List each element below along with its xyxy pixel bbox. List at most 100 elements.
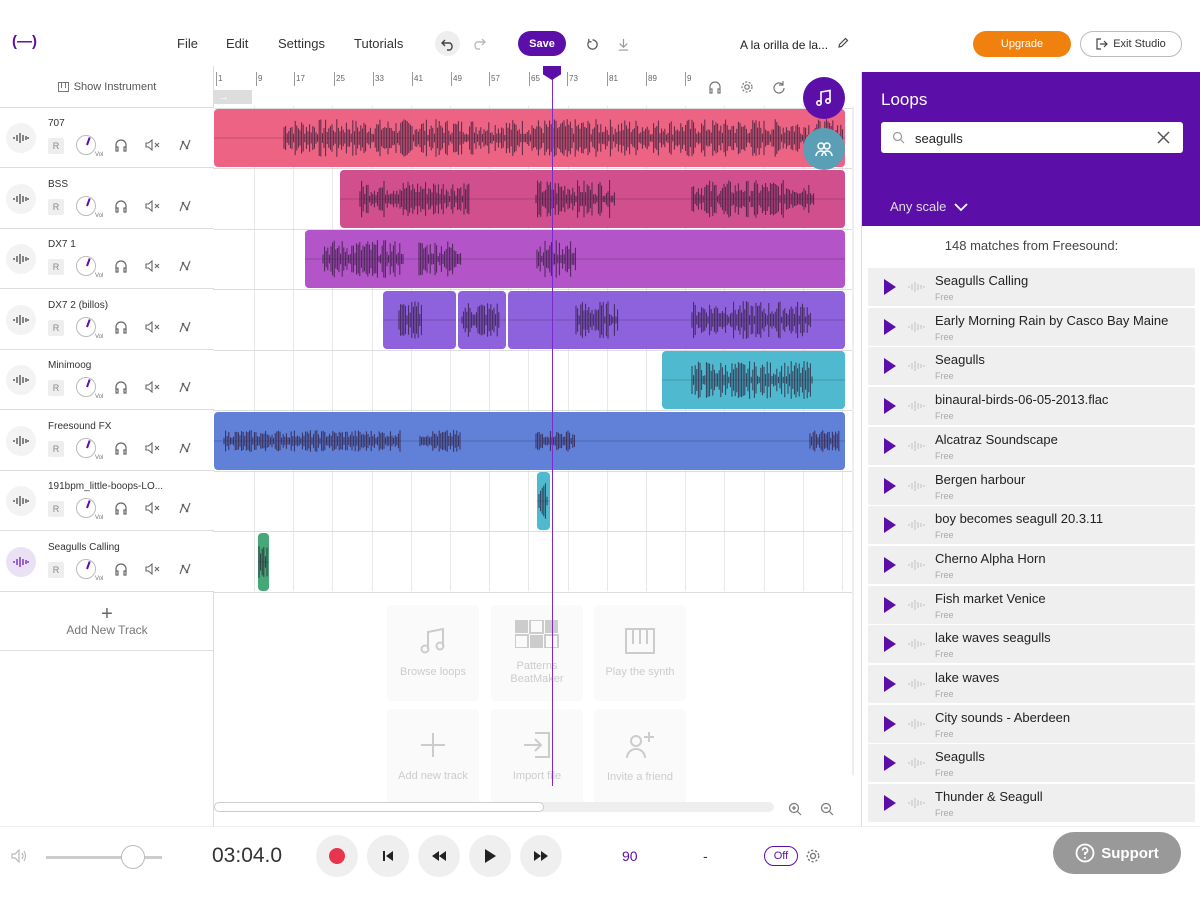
vertical-scrollbar[interactable] bbox=[852, 106, 854, 776]
audio-clip[interactable] bbox=[214, 411, 845, 470]
track-row[interactable]: Minimoog R Vol bbox=[0, 350, 214, 410]
record-arm-button[interactable]: R bbox=[48, 319, 64, 336]
automation-icon[interactable] bbox=[176, 197, 194, 215]
mute-icon[interactable] bbox=[144, 499, 162, 517]
track-name[interactable]: BSS bbox=[48, 178, 69, 190]
play-icon[interactable] bbox=[884, 398, 896, 415]
mute-icon[interactable] bbox=[144, 318, 162, 336]
loop-result-item[interactable]: Seagulls Free bbox=[868, 347, 1195, 386]
metronome-toggle[interactable]: Off bbox=[764, 846, 798, 866]
volume-knob[interactable] bbox=[76, 558, 96, 579]
play-icon[interactable] bbox=[884, 318, 896, 335]
waveform-icon[interactable] bbox=[6, 183, 36, 214]
browse-loops-tile[interactable]: Browse loops bbox=[387, 605, 479, 701]
loop-region-marker[interactable]: → bbox=[214, 90, 252, 104]
show-instrument-button[interactable]: Show Instrument bbox=[0, 66, 214, 108]
add-track-tile[interactable]: Add new track bbox=[387, 709, 479, 805]
master-volume-slider[interactable] bbox=[46, 856, 162, 859]
track-row[interactable]: 707 R Vol bbox=[0, 108, 214, 168]
clear-search-icon[interactable] bbox=[1157, 131, 1170, 144]
fast-forward-button[interactable] bbox=[520, 835, 562, 877]
add-new-track-button[interactable]: + Add New Track bbox=[0, 591, 214, 651]
mute-icon[interactable] bbox=[144, 560, 162, 578]
play-icon[interactable] bbox=[884, 715, 896, 732]
import-file-tile[interactable]: Import file bbox=[491, 709, 583, 805]
play-icon[interactable] bbox=[884, 755, 896, 772]
volume-knob[interactable] bbox=[76, 377, 96, 397]
mute-icon[interactable] bbox=[144, 197, 162, 215]
track-name[interactable]: 707 bbox=[48, 118, 65, 129]
waveform-icon[interactable] bbox=[6, 365, 36, 395]
waveform-icon[interactable] bbox=[6, 425, 36, 456]
automation-icon[interactable] bbox=[176, 439, 194, 457]
master-volume-thumb[interactable] bbox=[121, 845, 145, 869]
volume-knob[interactable] bbox=[76, 437, 96, 458]
loop-result-name[interactable]: boy becomes seagull 20.3.11 bbox=[935, 511, 1104, 527]
waveform-icon[interactable] bbox=[6, 304, 36, 335]
automation-icon[interactable] bbox=[176, 318, 194, 336]
record-arm-button[interactable]: R bbox=[48, 198, 64, 215]
beatmaker-tile[interactable]: Patterns BeatMaker bbox=[491, 605, 583, 701]
mute-icon[interactable] bbox=[144, 136, 162, 154]
waveform-icon[interactable] bbox=[6, 486, 36, 516]
play-icon[interactable] bbox=[884, 596, 896, 613]
volume-knob[interactable] bbox=[76, 498, 96, 518]
play-icon[interactable] bbox=[884, 795, 896, 812]
record-arm-button[interactable]: R bbox=[48, 561, 64, 578]
audio-clip[interactable] bbox=[508, 290, 845, 349]
loop-result-item[interactable]: Seagulls Free bbox=[868, 744, 1195, 783]
play-icon[interactable] bbox=[884, 517, 896, 534]
audio-clip[interactable] bbox=[662, 351, 845, 409]
track-row[interactable]: Freesound FX R Vol bbox=[0, 410, 214, 471]
loop-result-item[interactable]: lake waves seagulls Free bbox=[868, 625, 1195, 664]
menu-edit[interactable]: Edit bbox=[226, 36, 249, 51]
download-icon[interactable] bbox=[614, 35, 632, 53]
loop-result-item[interactable]: Cherno Alpha Horn Free bbox=[868, 545, 1195, 584]
horizontal-scrollbar[interactable] bbox=[214, 802, 774, 812]
loop-result-item[interactable]: lake waves Free bbox=[868, 665, 1195, 703]
headphones-solo-icon[interactable] bbox=[112, 378, 130, 396]
logo[interactable]: (—) bbox=[12, 33, 37, 50]
loop-result-item[interactable]: Early Morning Rain by Casco Bay Maine Fr… bbox=[868, 307, 1195, 346]
ruler[interactable]: 1 9 17 25 33 41 49 57 65 73 81 89 9 bbox=[214, 72, 854, 92]
loop-result-name[interactable]: Cherno Alpha Horn bbox=[935, 550, 1046, 566]
automation-icon[interactable] bbox=[176, 378, 194, 396]
loops-search-box[interactable] bbox=[881, 122, 1183, 153]
menu-file[interactable]: File bbox=[177, 36, 198, 51]
save-button[interactable]: Save bbox=[518, 31, 566, 56]
audio-clip[interactable] bbox=[537, 472, 550, 530]
audio-clip[interactable] bbox=[340, 169, 845, 228]
record-arm-button[interactable]: R bbox=[48, 440, 64, 457]
play-icon[interactable] bbox=[884, 358, 896, 375]
loop-result-name[interactable]: Fish market Venice bbox=[935, 590, 1046, 606]
track-name[interactable]: Seagulls Calling bbox=[48, 541, 120, 553]
volume-knob[interactable] bbox=[76, 195, 96, 216]
loops-music-note-icon[interactable] bbox=[803, 77, 845, 119]
audio-clip[interactable] bbox=[214, 109, 845, 167]
collaborators-icon[interactable] bbox=[803, 128, 845, 170]
loop-result-name[interactable]: City sounds - Aberdeen bbox=[935, 709, 1071, 725]
automation-icon[interactable] bbox=[176, 136, 194, 154]
loop-result-name[interactable]: Early Morning Rain by Casco Bay Maine bbox=[935, 312, 1169, 328]
waveform-icon[interactable] bbox=[6, 123, 36, 153]
track-name[interactable]: 191bpm_little-boops-LO... bbox=[48, 481, 164, 492]
edit-pencil-icon[interactable] bbox=[835, 35, 851, 51]
menu-settings[interactable]: Settings bbox=[278, 36, 325, 51]
scale-dropdown[interactable]: Any scale bbox=[890, 199, 969, 214]
audio-clip[interactable] bbox=[383, 290, 456, 349]
track-row[interactable]: Seagulls Calling R Vol bbox=[0, 531, 214, 592]
loop-result-item[interactable]: Seagulls Calling Free bbox=[868, 268, 1195, 306]
loop-result-name[interactable]: Seagulls bbox=[935, 749, 985, 765]
mute-icon[interactable] bbox=[144, 439, 162, 457]
track-row[interactable]: 191bpm_little-boops-LO... R Vol bbox=[0, 471, 214, 531]
loop-icon[interactable] bbox=[770, 78, 788, 96]
project-title[interactable]: A la orilla de la... bbox=[740, 38, 829, 52]
redo-icon[interactable] bbox=[470, 34, 488, 52]
loop-result-item[interactable]: Fish market Venice Free bbox=[868, 585, 1195, 624]
automation-icon[interactable] bbox=[176, 499, 194, 517]
track-name[interactable]: Minimoog bbox=[48, 360, 92, 371]
record-arm-button[interactable]: R bbox=[48, 501, 64, 517]
timeline[interactable]: 1 9 17 25 33 41 49 57 65 73 81 89 9 → Browse loops Pa… bbox=[214, 66, 854, 826]
headphones-monitor-icon[interactable] bbox=[706, 78, 724, 96]
play-icon[interactable] bbox=[884, 636, 896, 653]
